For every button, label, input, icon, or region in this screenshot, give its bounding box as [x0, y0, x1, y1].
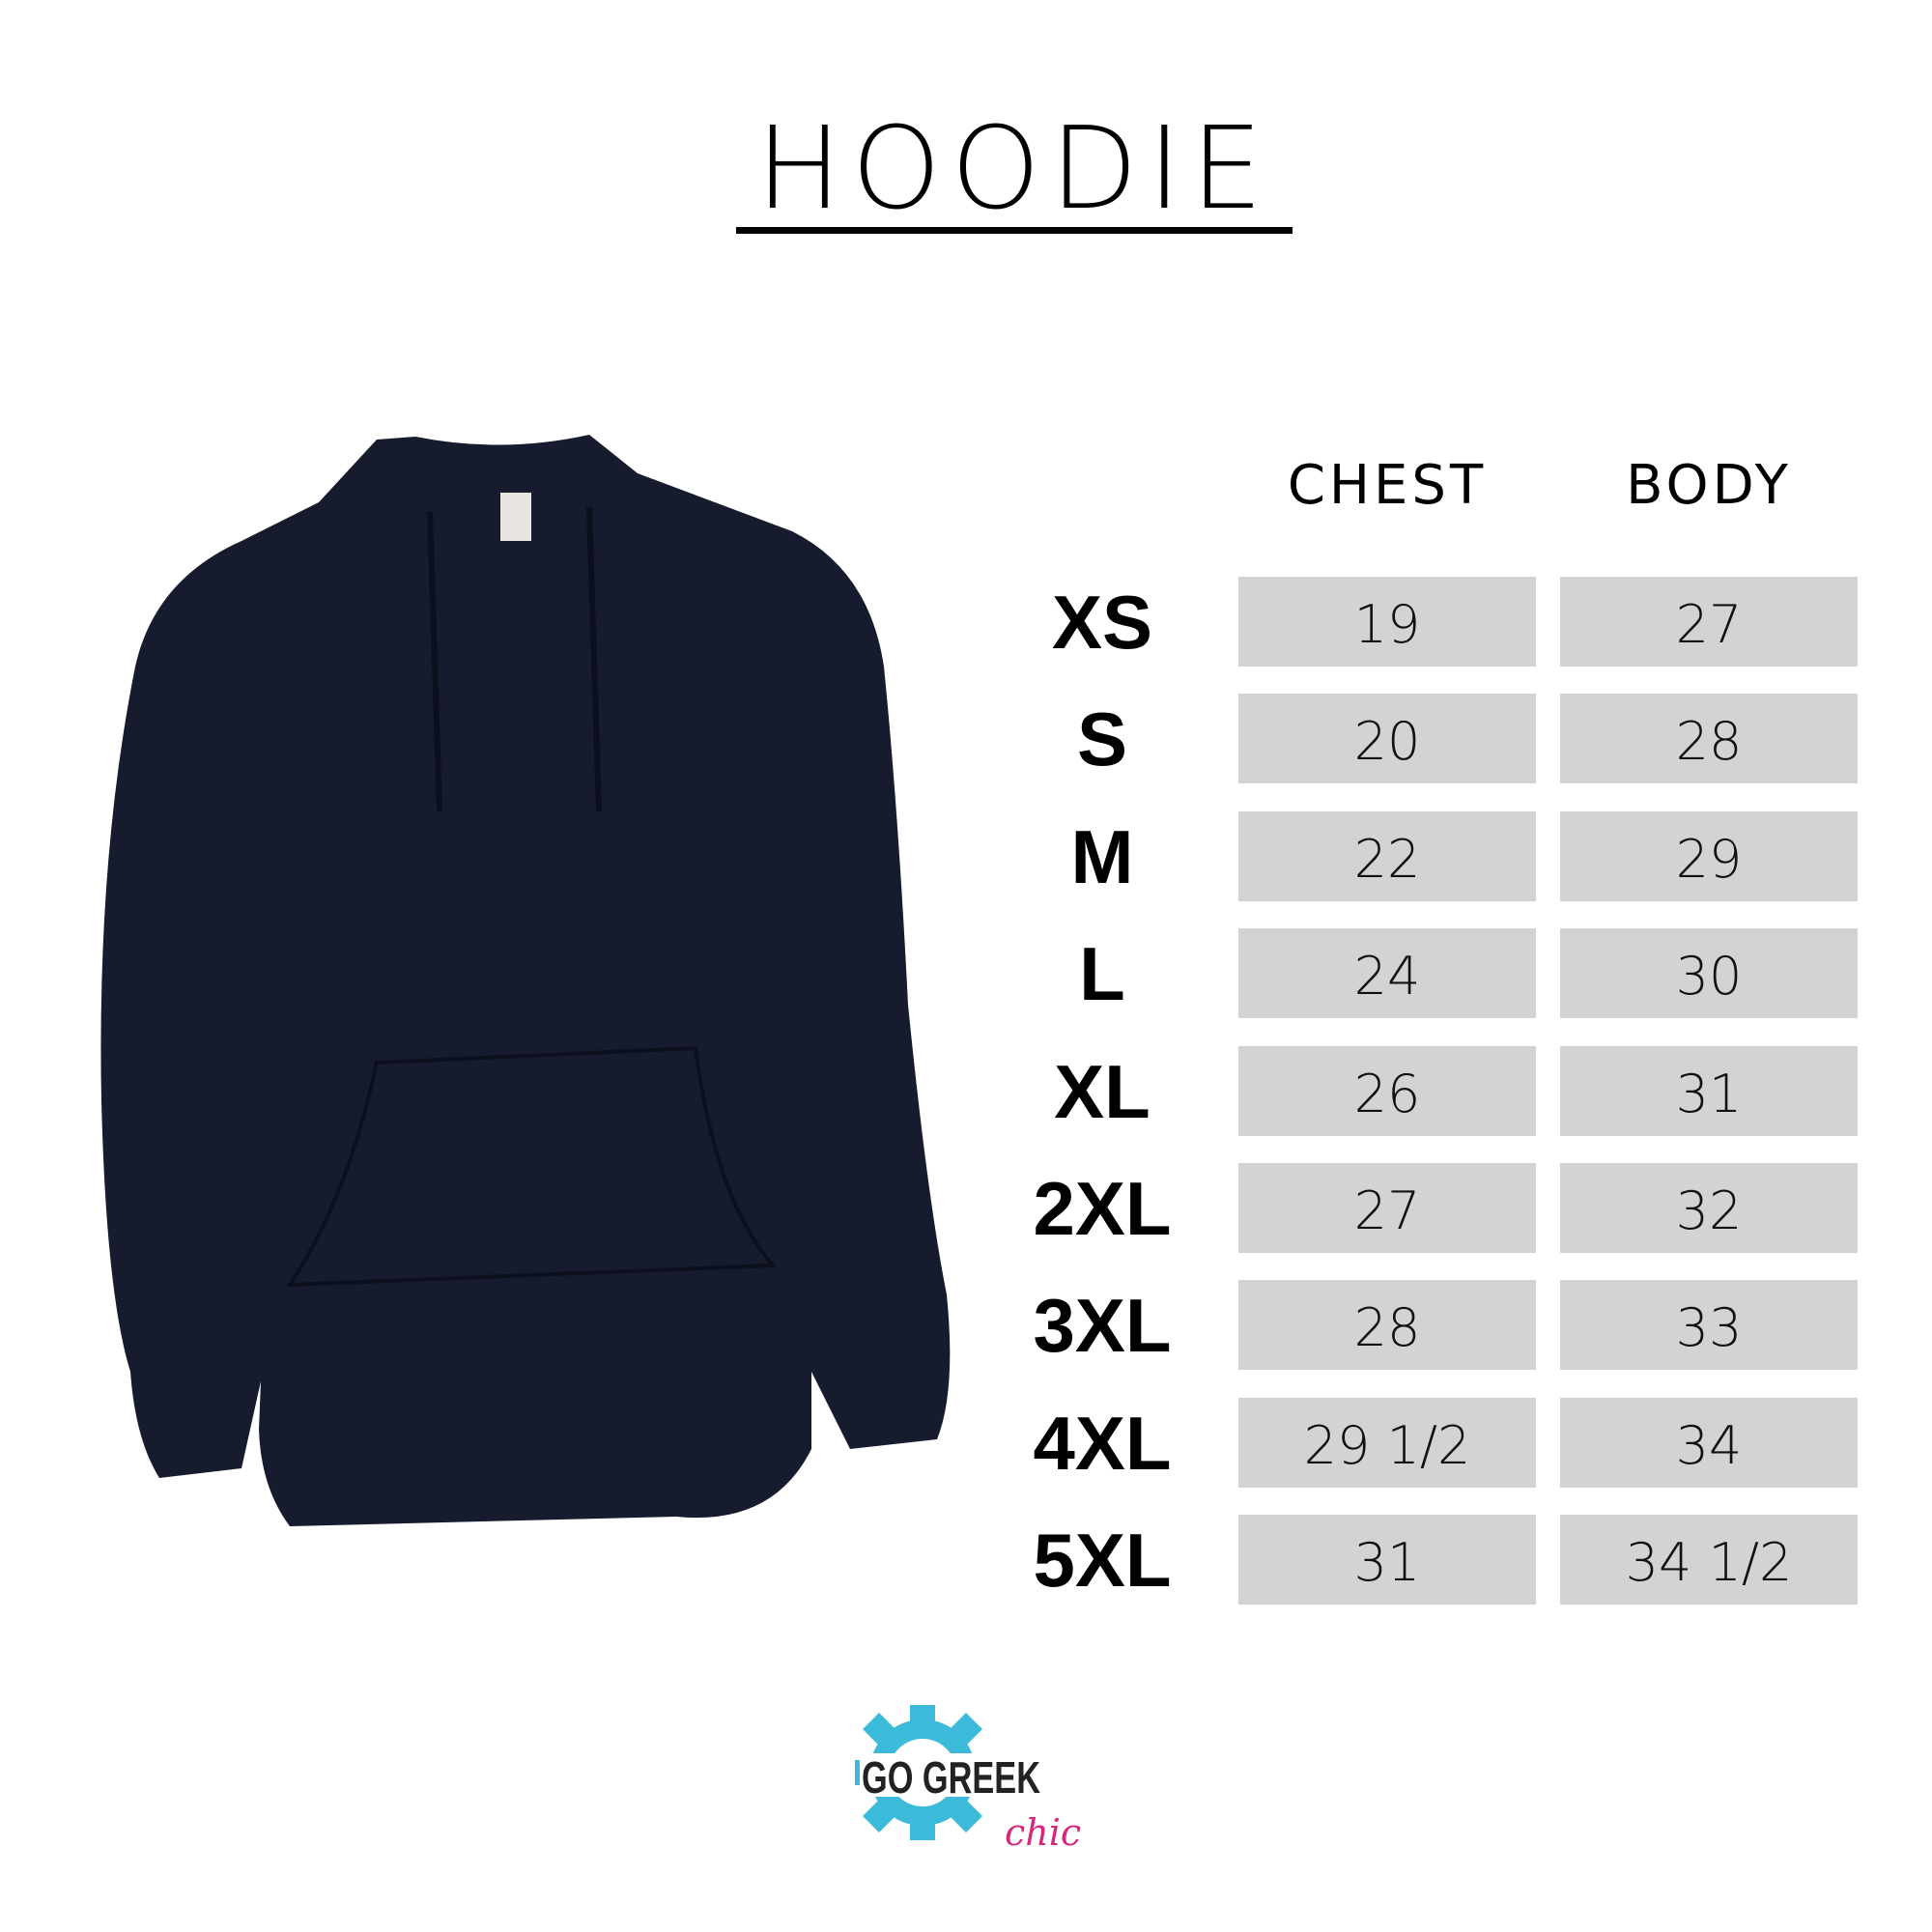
page-title: HOODIE — [755, 101, 1273, 235]
body-value: 27 — [1560, 577, 1858, 667]
hoodie-image — [100, 435, 951, 1526]
chest-value: 19 — [1238, 577, 1536, 667]
chest-value: 20 — [1238, 694, 1536, 784]
body-value: 30 — [1560, 928, 1858, 1019]
svg-text:GO GREEK: GO GREEK — [862, 1752, 1040, 1803]
size-label: 3XL — [1033, 1283, 1172, 1369]
chest-value: 27 — [1238, 1163, 1536, 1253]
body-value: 34 1/2 — [1560, 1515, 1858, 1605]
body-value: 33 — [1560, 1280, 1858, 1371]
size-label: M — [1070, 813, 1134, 899]
size-label: 5XL — [1033, 1518, 1172, 1604]
size-label: L — [1079, 931, 1125, 1017]
chest-value: 29 1/2 — [1238, 1397, 1536, 1488]
chest-value: 22 — [1238, 810, 1536, 901]
chest-value: 24 — [1238, 928, 1536, 1019]
size-label: XL — [1054, 1048, 1151, 1134]
chest-value: 26 — [1238, 1045, 1536, 1136]
column-header-chest: CHEST — [1287, 454, 1488, 517]
chest-value: 28 — [1238, 1280, 1536, 1371]
size-label: 4XL — [1033, 1400, 1172, 1486]
size-label: S — [1076, 696, 1128, 782]
body-value: 32 — [1560, 1163, 1858, 1253]
body-value: 34 — [1560, 1397, 1858, 1488]
body-value: 28 — [1560, 694, 1858, 784]
body-value: 29 — [1560, 810, 1858, 901]
svg-text:chic: chic — [1005, 1811, 1081, 1854]
size-label: XS — [1051, 580, 1153, 665]
chest-value: 31 — [1238, 1515, 1536, 1605]
go-greek-chic-logo: GO GREEK chic — [855, 1705, 1081, 1854]
column-header-body: BODY — [1626, 454, 1792, 517]
size-label: 2XL — [1033, 1166, 1172, 1251]
title-underline — [736, 227, 1293, 234]
body-value: 31 — [1560, 1045, 1858, 1136]
